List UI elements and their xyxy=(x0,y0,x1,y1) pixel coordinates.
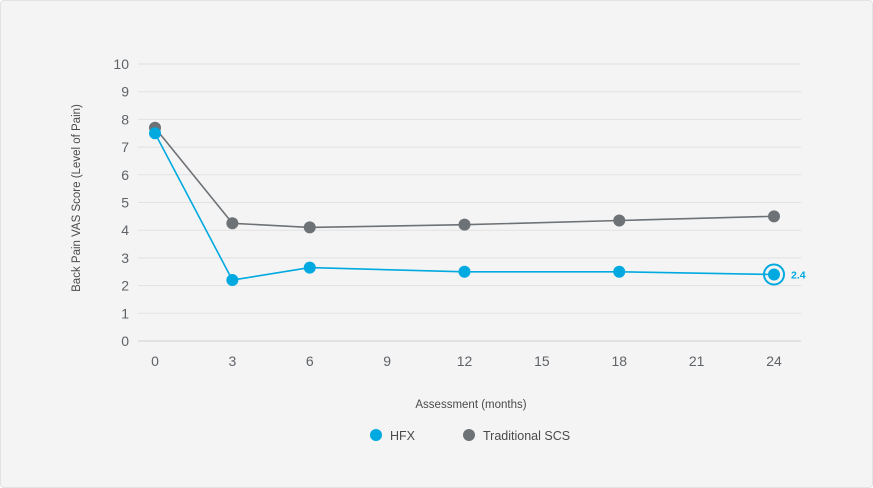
data-point xyxy=(303,261,316,274)
legend-label: HFX xyxy=(390,429,416,443)
x-tick-label: 18 xyxy=(611,353,627,369)
y-axis-ticks: 0 1 2 3 4 5 6 7 8 9 10 xyxy=(113,56,129,349)
data-point xyxy=(226,274,239,287)
series-line xyxy=(154,127,775,229)
x-tick-label: 6 xyxy=(306,353,314,369)
x-axis-title: Assessment (months) xyxy=(415,399,526,411)
legend: HFX Traditional SCS xyxy=(370,429,570,443)
y-tick-label: 10 xyxy=(113,56,129,72)
y-tick-label: 5 xyxy=(121,195,129,211)
grid-lines xyxy=(138,63,801,342)
x-tick-label: 24 xyxy=(766,353,782,369)
y-tick-label: 6 xyxy=(121,167,129,183)
data-point xyxy=(613,214,626,227)
series-line xyxy=(154,132,775,281)
data-point xyxy=(613,265,626,278)
x-tick-label: 15 xyxy=(534,353,550,369)
data-label: 2.4 xyxy=(791,270,806,282)
data-point xyxy=(768,268,780,281)
x-tick-label: 12 xyxy=(457,353,473,369)
legend-item: Traditional SCS xyxy=(463,429,570,443)
series-hfx: 2.4 xyxy=(149,127,806,287)
y-tick-label: 7 xyxy=(121,139,129,155)
y-tick-label: 1 xyxy=(121,305,129,321)
y-tick-label: 0 xyxy=(121,333,129,349)
legend-swatch xyxy=(463,429,475,441)
data-point xyxy=(149,127,161,140)
x-tick-label: 9 xyxy=(383,353,391,369)
data-point xyxy=(226,217,239,230)
data-point xyxy=(458,218,471,231)
legend-swatch xyxy=(370,429,382,441)
series-traditional-scs xyxy=(149,121,780,234)
x-axis-ticks: 0 3 6 9 12 15 18 21 24 xyxy=(151,353,782,369)
x-tick-label: 21 xyxy=(689,353,705,369)
y-tick-label: 4 xyxy=(121,222,129,238)
data-point xyxy=(768,210,780,223)
y-tick-label: 2 xyxy=(121,278,129,294)
highlight-ring xyxy=(763,263,785,286)
y-tick-label: 3 xyxy=(121,250,129,266)
y-tick-label: 9 xyxy=(121,84,129,100)
axis-titles: Back Pain VAS Score (Level of Pain) Asse… xyxy=(71,104,527,411)
data-point xyxy=(303,221,316,234)
data-point xyxy=(458,265,471,278)
x-tick-label: 3 xyxy=(228,353,236,369)
series-layer: 2.4 xyxy=(149,121,806,287)
x-tick-label: 0 xyxy=(151,353,159,369)
y-tick-label: 8 xyxy=(121,111,129,127)
legend-label: Traditional SCS xyxy=(483,429,570,443)
y-axis-title: Back Pain VAS Score (Level of Pain) xyxy=(71,104,83,292)
legend-item: HFX xyxy=(370,429,416,443)
